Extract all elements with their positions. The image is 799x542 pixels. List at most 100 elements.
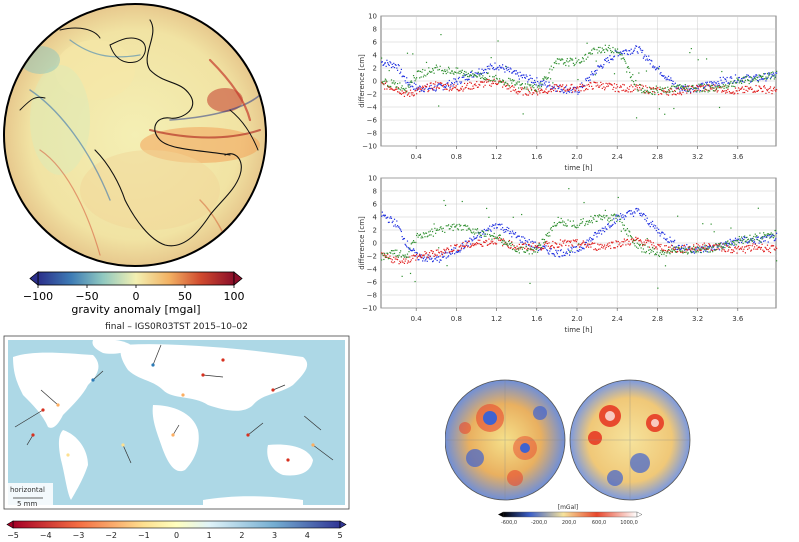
data-point [715, 89, 717, 91]
data-point [718, 245, 721, 247]
data-point [418, 255, 420, 257]
data-point [614, 222, 616, 225]
data-point [562, 220, 564, 222]
data-point [753, 239, 756, 241]
data-point [464, 87, 466, 89]
data-point [495, 237, 497, 239]
data-point [543, 90, 546, 92]
data-point [591, 238, 593, 240]
data-point [635, 45, 638, 47]
data-point [686, 253, 689, 255]
data-point [645, 220, 648, 222]
data-point [412, 88, 415, 90]
data-point [603, 86, 605, 88]
data-point [677, 215, 679, 217]
data-point [618, 52, 620, 54]
data-point [672, 240, 674, 242]
data-point [516, 83, 518, 85]
data-point [653, 224, 655, 226]
data-point [390, 217, 393, 219]
data-point [598, 50, 600, 52]
data-point [592, 74, 594, 76]
data-point [701, 246, 703, 248]
data-point [593, 81, 595, 83]
data-point [508, 77, 510, 79]
data-point [483, 81, 485, 83]
data-point [437, 82, 439, 84]
data-point [468, 78, 470, 81]
data-point [558, 87, 560, 89]
data-point [720, 86, 722, 88]
moon-cb-tick: -200,0 [531, 520, 547, 526]
moon-near-side [445, 379, 566, 501]
data-point [650, 221, 652, 224]
data-point [529, 248, 531, 250]
data-point [485, 239, 487, 242]
data-point [568, 251, 571, 253]
data-point [738, 89, 740, 92]
data-point [628, 50, 630, 52]
data-point [702, 82, 704, 84]
data-point [711, 248, 713, 250]
gravity-cb-tick: 100 [224, 290, 245, 303]
data-point [521, 74, 523, 76]
data-point [772, 74, 774, 76]
data-point [579, 86, 581, 88]
data-point [594, 215, 597, 217]
data-point [568, 254, 571, 256]
data-point [495, 237, 498, 239]
data-point [465, 225, 467, 227]
data-point [737, 79, 739, 82]
data-point [766, 77, 768, 79]
data-point [414, 88, 416, 90]
data-point [648, 252, 651, 255]
data-point [546, 240, 548, 243]
data-point [432, 251, 434, 253]
data-point [476, 236, 478, 238]
data-point [665, 245, 667, 247]
data-point [687, 252, 689, 254]
data-point [439, 259, 441, 261]
data-point [411, 94, 413, 96]
data-point [704, 244, 706, 246]
data-point [691, 247, 693, 249]
data-point [572, 251, 574, 253]
data-point [584, 243, 586, 246]
data-point [404, 243, 406, 245]
data-point [749, 80, 751, 82]
data-point [761, 91, 763, 93]
data-point [677, 92, 679, 94]
data-point [464, 240, 466, 242]
data-point [617, 90, 619, 93]
data-point [411, 242, 413, 244]
data-point [534, 89, 536, 91]
data-point [766, 89, 768, 91]
data-point [540, 89, 542, 92]
data-point [628, 67, 630, 69]
data-point [744, 77, 746, 79]
data-point [610, 83, 612, 85]
data-point [492, 235, 495, 238]
data-point [718, 245, 720, 247]
data-point [597, 230, 600, 232]
data-point [588, 219, 590, 222]
data-point [569, 251, 571, 253]
data-point [705, 249, 707, 251]
data-point [732, 85, 734, 87]
data-point [458, 246, 460, 248]
data-point [424, 236, 426, 238]
data-point [674, 251, 676, 253]
data-point [483, 235, 485, 237]
data-point [575, 241, 578, 243]
data-point [680, 247, 683, 250]
data-point [619, 54, 622, 56]
data-point [429, 71, 431, 73]
data-point [712, 87, 714, 89]
data-point [626, 228, 629, 230]
data-point [505, 243, 508, 245]
data-point [503, 240, 505, 242]
data-point [685, 86, 687, 88]
data-point [473, 236, 475, 238]
data-point [501, 223, 503, 225]
data-point [709, 88, 711, 90]
